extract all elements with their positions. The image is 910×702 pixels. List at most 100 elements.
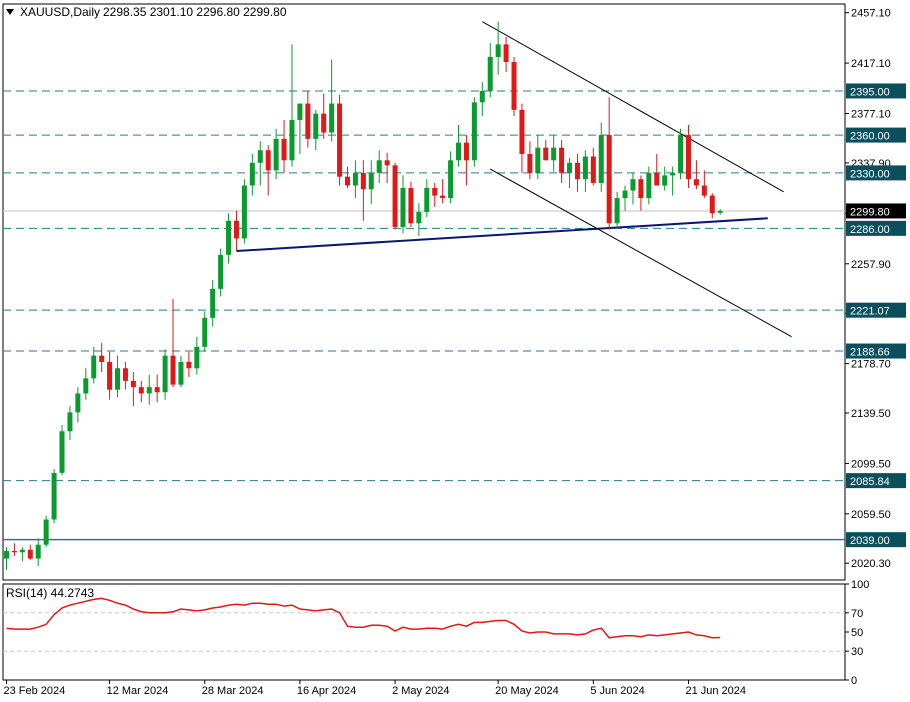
candle[interactable] [622,185,628,211]
candle[interactable] [487,43,493,98]
candle[interactable] [305,90,311,148]
candle[interactable] [146,374,152,405]
candle[interactable] [360,160,366,221]
candle[interactable] [456,124,462,167]
candle[interactable] [400,175,406,234]
candle[interactable] [376,150,382,183]
candle[interactable] [249,153,255,196]
candle[interactable] [559,140,565,183]
candle[interactable] [130,372,136,407]
candle[interactable] [614,191,620,229]
candle[interactable] [321,93,327,139]
candle[interactable] [701,170,707,199]
candle[interactable] [503,36,509,73]
candle[interactable] [337,94,343,186]
candle[interactable] [210,280,216,327]
candle[interactable] [289,44,295,167]
candle[interactable] [392,162,398,230]
candle[interactable] [344,166,350,189]
candle[interactable] [654,153,660,186]
candle[interactable] [424,179,430,218]
candle[interactable] [75,387,81,423]
candle[interactable] [432,182,438,207]
candle[interactable] [448,151,454,204]
candle[interactable] [35,538,41,567]
trendline-channel-lower[interactable] [489,168,792,338]
candle[interactable] [51,469,57,524]
candle[interactable] [11,543,17,557]
candle[interactable] [416,203,422,236]
candle[interactable] [329,59,335,142]
candle[interactable] [43,515,49,548]
candle[interactable] [313,109,319,151]
candle[interactable] [99,343,105,373]
candle[interactable] [107,351,113,400]
level-price-tag[interactable]: 2221.07 [846,302,906,318]
level-price-tag[interactable]: 2330.00 [846,165,906,181]
candle[interactable] [273,128,279,180]
candle[interactable] [693,160,699,190]
candle[interactable] [463,135,469,186]
candle[interactable] [384,152,390,183]
candle[interactable] [194,336,200,375]
candle[interactable] [471,97,477,167]
candle[interactable] [67,406,73,441]
candle[interactable] [154,374,160,403]
candle[interactable] [574,153,580,192]
level-price-tag[interactable]: 2188.66 [846,343,906,359]
candle[interactable] [19,547,25,562]
trendline-support[interactable] [236,217,768,253]
rsi-line[interactable] [6,597,721,639]
candle[interactable] [218,248,224,297]
candle[interactable] [4,547,9,570]
candle[interactable] [162,349,168,400]
candle[interactable] [551,135,557,172]
candle[interactable] [265,145,271,196]
candle[interactable] [495,21,501,75]
candle[interactable] [709,193,715,219]
candle[interactable] [527,141,533,180]
candle[interactable] [590,147,596,186]
candle[interactable] [233,210,239,252]
candle[interactable] [297,103,303,154]
candle[interactable] [638,175,644,211]
candle[interactable] [630,172,636,205]
candle[interactable] [27,544,33,560]
candle[interactable] [202,311,208,352]
candle[interactable] [543,140,549,161]
candle[interactable] [368,160,374,205]
candle[interactable] [606,97,612,230]
candle[interactable] [646,166,652,205]
level-price-tag[interactable]: 2286.00 [846,220,906,236]
candle[interactable] [241,179,247,244]
candle[interactable] [479,82,485,117]
candle[interactable] [281,119,287,173]
candle[interactable] [257,141,263,186]
candle[interactable] [598,122,604,192]
trendline-channel-upper[interactable] [482,21,784,193]
candle[interactable] [178,355,184,388]
candle[interactable] [662,166,668,191]
candle[interactable] [582,150,588,192]
candle[interactable] [670,166,676,196]
candle[interactable] [170,298,176,388]
chevron-down-icon[interactable] [6,9,14,15]
candle[interactable] [678,128,684,180]
candle[interactable] [408,181,414,228]
candle[interactable] [519,103,525,173]
candle[interactable] [83,368,89,400]
candle[interactable] [440,179,446,204]
candle[interactable] [511,56,517,117]
level-price-tag[interactable]: 2395.00 [846,83,906,99]
candle[interactable] [122,361,128,390]
candle[interactable] [59,424,65,476]
candle[interactable] [685,124,691,189]
candle[interactable] [717,209,723,215]
level-price-tag[interactable]: 2085.84 [846,473,906,489]
candle[interactable] [352,160,358,199]
candle[interactable] [226,213,232,264]
candle[interactable] [138,380,144,403]
candle[interactable] [567,157,573,189]
candle[interactable] [186,351,192,378]
